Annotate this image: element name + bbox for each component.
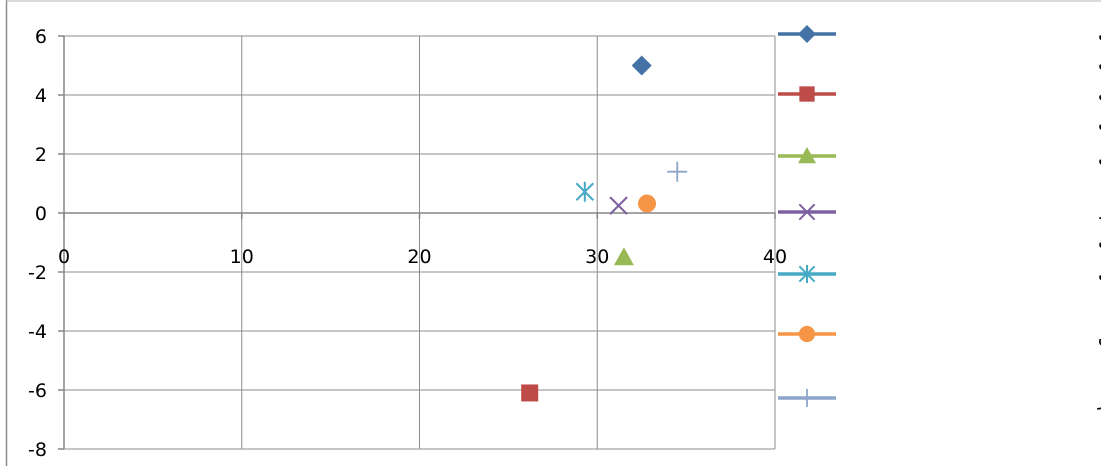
legend-marker-circle xyxy=(798,325,816,343)
legend-label: دیدگاه درباره ی روابط xyxy=(1098,201,1101,224)
legend-item: دیدگاه درباره ی روابط اجتماعی xyxy=(778,201,1101,251)
legend-item: دیدگاه درباره ی حُسن خلق xyxy=(778,323,1101,346)
y-tick-label: 2 xyxy=(35,144,47,166)
data-point-x xyxy=(609,196,628,215)
y-tick-label: 0 xyxy=(35,203,47,225)
data-point-square xyxy=(521,384,539,402)
y-tick-label: -6 xyxy=(28,380,47,402)
y-tick-label: -8 xyxy=(28,439,47,461)
x-tick-label: 40 xyxy=(763,246,787,268)
legend-label: دیدگاه نسبت به کار های خیر xyxy=(1097,387,1101,410)
legend-item: دیدگاه نسبت به کار های خیر xyxy=(778,387,1101,410)
gridlines xyxy=(64,35,776,450)
legend-label: دیدگاه افراد در موضوعات xyxy=(1098,83,1101,106)
legend-label: دیدگاه افراد در امور فردی xyxy=(1098,145,1101,168)
tick-labels: -8 -6 -4 -2 0 2 4 6 0 10 20 30 40 xyxy=(28,26,787,461)
x-tick-label: 30 xyxy=(585,246,609,268)
data-point-star xyxy=(575,181,595,202)
legend-marker-star xyxy=(798,265,816,283)
axes xyxy=(58,35,776,450)
legend-item: دیدگاه افراد در امور فردی xyxy=(778,145,1101,168)
legend-item: دیدگاه افراد در موضوعات مالی xyxy=(778,83,1101,133)
legend: دیدگاه درباره ی موضوعات معنوی دیدگاه افراد… xyxy=(778,23,1101,410)
y-tick-label: 6 xyxy=(35,26,47,48)
data-points xyxy=(521,55,688,402)
legend-label: اجتماعی xyxy=(1098,229,1101,251)
legend-marker-plus xyxy=(798,389,816,407)
legend-item: دیدگاه درباره ی موضوعات معنوی xyxy=(778,23,1101,73)
data-point-plus xyxy=(667,161,688,182)
x-tick-label: 0 xyxy=(58,246,70,268)
legend-label: مالی xyxy=(1098,111,1101,133)
legend-label: دیدگاه درباره ی خمس و زکات xyxy=(1098,263,1101,286)
legend-label: معنوی xyxy=(1098,51,1101,73)
y-tick-label: 4 xyxy=(35,85,47,107)
legend-marker-square xyxy=(799,86,815,102)
legend-label: دیدگاه درباره ی موضوعات xyxy=(1098,23,1101,46)
data-point-circle xyxy=(638,194,657,213)
legend-marker-diamond xyxy=(798,25,816,43)
y-tick-label: -2 xyxy=(28,262,47,284)
legend-marker-x xyxy=(798,203,816,221)
legend-label: دیدگاه درباره ی حُسن خلق xyxy=(1098,323,1101,346)
data-point-diamond xyxy=(631,55,652,76)
legend-item: دیدگاه درباره ی خمس و زکات xyxy=(778,263,1101,286)
y-tick-label: -4 xyxy=(28,321,47,343)
legend-marker-triangle xyxy=(798,147,816,164)
x-tick-label: 20 xyxy=(407,246,431,268)
data-point-triangle xyxy=(613,247,634,266)
x-tick-label: 10 xyxy=(230,246,254,268)
